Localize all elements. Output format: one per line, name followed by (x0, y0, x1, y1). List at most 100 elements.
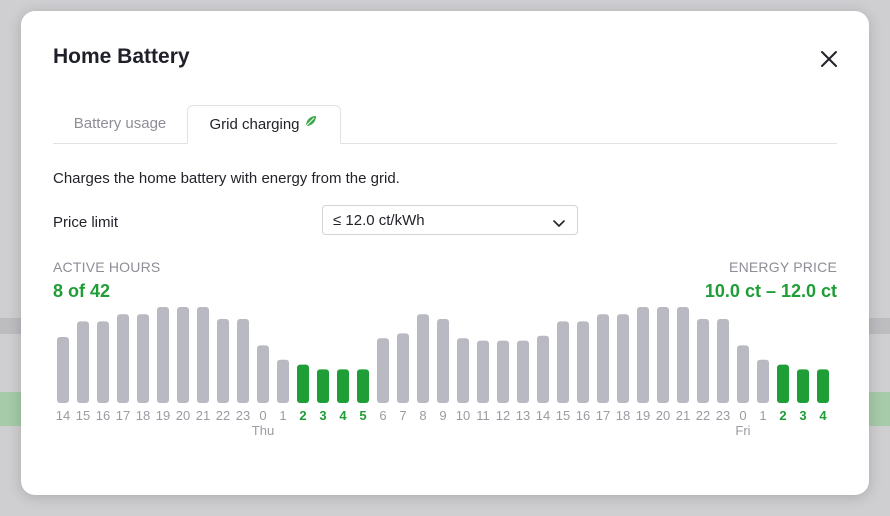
hourly-price-chart: 14 15 16 17 18 19 20 21 22 23 0 1 2 3 4 5 6 7 8 9 10 11 12 13 14… (56, 307, 829, 438)
chart-bar[interactable] (577, 321, 589, 403)
active-hours-value: 8 of 42 (53, 281, 111, 301)
hour-tick-label: 10 (456, 408, 470, 423)
hour-tick-label: 21 (196, 408, 210, 423)
chart-bar[interactable] (277, 359, 289, 403)
tab-bar: Battery usage Grid charging (53, 105, 837, 144)
tab-label: Battery usage (73, 115, 167, 132)
hour-tick-label: 13 (516, 408, 530, 423)
close-button[interactable] (817, 47, 841, 71)
hour-tick-label: 14 (56, 408, 70, 423)
hour-tick-label: 6 (379, 408, 386, 423)
hour-tick-label: 22 (216, 408, 230, 423)
hour-tick-label: 9 (439, 408, 446, 423)
chart-bar[interactable] (797, 369, 809, 403)
hour-tick-label: 16 (96, 408, 110, 423)
chart-bar[interactable] (457, 338, 469, 403)
chart-bar[interactable] (637, 307, 649, 403)
close-icon (821, 51, 837, 67)
hour-tick-label: 23 (236, 408, 250, 423)
chart-bar[interactable] (617, 314, 629, 403)
hour-tick-label: 0 (259, 408, 266, 423)
price-limit-value: ≤ 12.0 ct/kWh (333, 212, 425, 229)
hour-tick-label: 17 (596, 408, 610, 423)
hour-tick-label: 5 (359, 408, 366, 423)
energy-price-caption: ENERGY PRICE (729, 259, 837, 275)
hour-tick-label: 14 (536, 408, 550, 423)
chart-bar[interactable] (137, 314, 149, 403)
chevron-down-icon (553, 215, 565, 233)
chart-bar[interactable] (297, 364, 309, 403)
hour-tick-label: 4 (339, 408, 347, 423)
hour-tick-label: 15 (76, 408, 90, 423)
hour-tick-label: 7 (399, 408, 406, 423)
hour-tick-label: 2 (779, 408, 786, 423)
chart-bar[interactable] (177, 307, 189, 403)
hour-tick-label: 19 (636, 408, 650, 423)
hour-tick-label: 0 (739, 408, 746, 423)
chart-bar[interactable] (757, 359, 769, 403)
chart-bar[interactable] (97, 321, 109, 403)
hour-tick-label: 20 (176, 408, 190, 423)
chart-bar[interactable] (557, 321, 569, 403)
chart-bar[interactable] (597, 314, 609, 403)
chart-bar[interactable] (437, 319, 449, 403)
chart-bar[interactable] (77, 321, 89, 403)
tab-label: Grid charging (209, 116, 300, 133)
hour-tick-label: 20 (656, 408, 670, 423)
chart-bar[interactable] (717, 319, 729, 403)
day-label: Fri (735, 423, 750, 438)
chart-bar[interactable] (317, 369, 329, 403)
active-hours-caption: ACTIVE HOURS (53, 259, 161, 275)
hour-tick-label: 12 (496, 408, 510, 423)
hour-tick-label: 23 (716, 408, 730, 423)
chart-bar[interactable] (237, 319, 249, 403)
tab-battery-usage[interactable]: Battery usage (53, 105, 187, 143)
hour-tick-label: 21 (676, 408, 690, 423)
chart-bar[interactable] (777, 364, 789, 403)
hour-tick-label: 18 (136, 408, 150, 423)
chart-bar[interactable] (657, 307, 669, 403)
chart-bar[interactable] (497, 340, 509, 403)
chart-bar[interactable] (697, 319, 709, 403)
chart-bar[interactable] (157, 307, 169, 403)
hour-tick-label: 16 (576, 408, 590, 423)
price-limit-label: Price limit (53, 214, 119, 231)
chart-bar[interactable] (817, 369, 829, 403)
hour-tick-label: 11 (476, 408, 490, 423)
day-label: Thu (252, 423, 274, 438)
chart-bar[interactable] (417, 314, 429, 403)
leaf-icon (303, 106, 319, 144)
hour-tick-label: 19 (156, 408, 170, 423)
hour-tick-label: 2 (299, 408, 306, 423)
hour-tick-label: 1 (759, 408, 766, 423)
chart-bar[interactable] (737, 345, 749, 403)
hour-tick-label: 15 (556, 408, 570, 423)
hour-tick-label: 22 (696, 408, 710, 423)
description-text: Charges the home battery with energy fro… (53, 170, 400, 187)
hour-tick-label: 18 (616, 408, 630, 423)
energy-price-value: 10.0 ct – 12.0 ct (704, 281, 837, 301)
chart-bar[interactable] (357, 369, 369, 403)
chart-bar[interactable] (397, 333, 409, 403)
hour-tick-label: 3 (799, 408, 806, 423)
chart-bar[interactable] (217, 319, 229, 403)
hour-tick-label: 17 (116, 408, 130, 423)
chart-bar[interactable] (377, 338, 389, 403)
chart-bar[interactable] (197, 307, 209, 403)
price-limit-select[interactable]: ≤ 12.0 ct/kWh (322, 205, 578, 235)
chart-bar[interactable] (117, 314, 129, 403)
chart-bar[interactable] (537, 335, 549, 403)
hour-tick-label: 1 (279, 408, 286, 423)
hour-tick-label: 4 (819, 408, 827, 423)
chart-bar[interactable] (677, 307, 689, 403)
chart-bar[interactable] (517, 340, 529, 403)
chart-bar[interactable] (257, 345, 269, 403)
home-battery-modal: Home Battery Battery usage Grid charging… (21, 11, 869, 495)
chart-bar[interactable] (337, 369, 349, 403)
hour-tick-label: 3 (319, 408, 326, 423)
chart-bar[interactable] (477, 340, 489, 403)
hour-tick-label: 8 (419, 408, 426, 423)
chart-bar[interactable] (57, 337, 69, 403)
modal-title: Home Battery (53, 45, 190, 68)
tab-grid-charging[interactable]: Grid charging (187, 105, 341, 144)
